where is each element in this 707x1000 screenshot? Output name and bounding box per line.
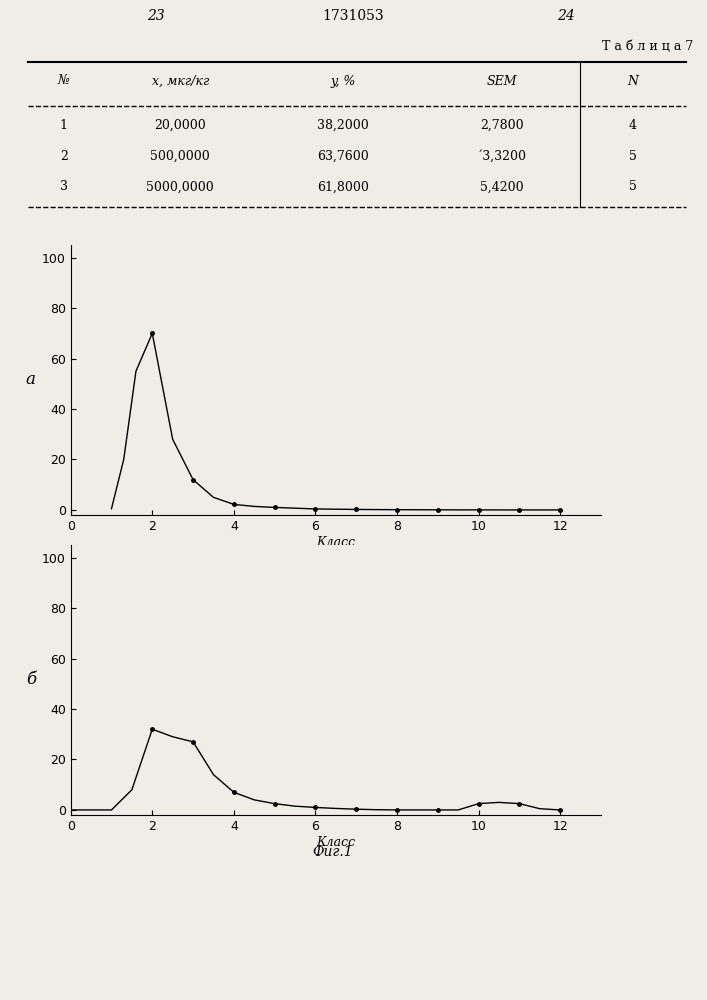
Text: 38,2000: 38,2000 <box>317 119 369 132</box>
Text: x, мкг/кг: x, мкг/кг <box>151 75 209 88</box>
Text: 5: 5 <box>629 180 637 193</box>
Text: 5,4200: 5,4200 <box>480 180 524 193</box>
Text: 5: 5 <box>629 150 637 163</box>
Text: SEM: SEM <box>486 75 518 88</box>
Text: 61,8000: 61,8000 <box>317 180 369 193</box>
Text: Фиг.1: Фиг.1 <box>312 845 353 859</box>
Text: 4: 4 <box>629 119 637 132</box>
Text: 63,7600: 63,7600 <box>317 150 369 163</box>
Text: 23: 23 <box>146 9 165 23</box>
Text: Т а б л и ц а 7: Т а б л и ц а 7 <box>602 40 693 53</box>
Text: 5000,0000: 5000,0000 <box>146 180 214 193</box>
Text: 1731053: 1731053 <box>322 9 385 23</box>
Text: 3: 3 <box>59 180 68 193</box>
Y-axis label: б: б <box>25 672 36 688</box>
Text: 24: 24 <box>556 9 575 23</box>
Text: y, %: y, % <box>330 75 356 88</box>
Text: 2,7800: 2,7800 <box>480 119 524 132</box>
X-axis label: Класс: Класс <box>316 536 356 549</box>
Text: N: N <box>627 75 638 88</box>
X-axis label: Класс: Класс <box>316 836 356 849</box>
Text: ´3,3200: ´3,3200 <box>477 150 527 163</box>
Text: 500,0000: 500,0000 <box>151 150 210 163</box>
Y-axis label: a: a <box>26 371 36 388</box>
Text: №: № <box>58 75 69 88</box>
Text: 2: 2 <box>59 150 68 163</box>
Text: 1: 1 <box>59 119 68 132</box>
Text: 20,0000: 20,0000 <box>154 119 206 132</box>
